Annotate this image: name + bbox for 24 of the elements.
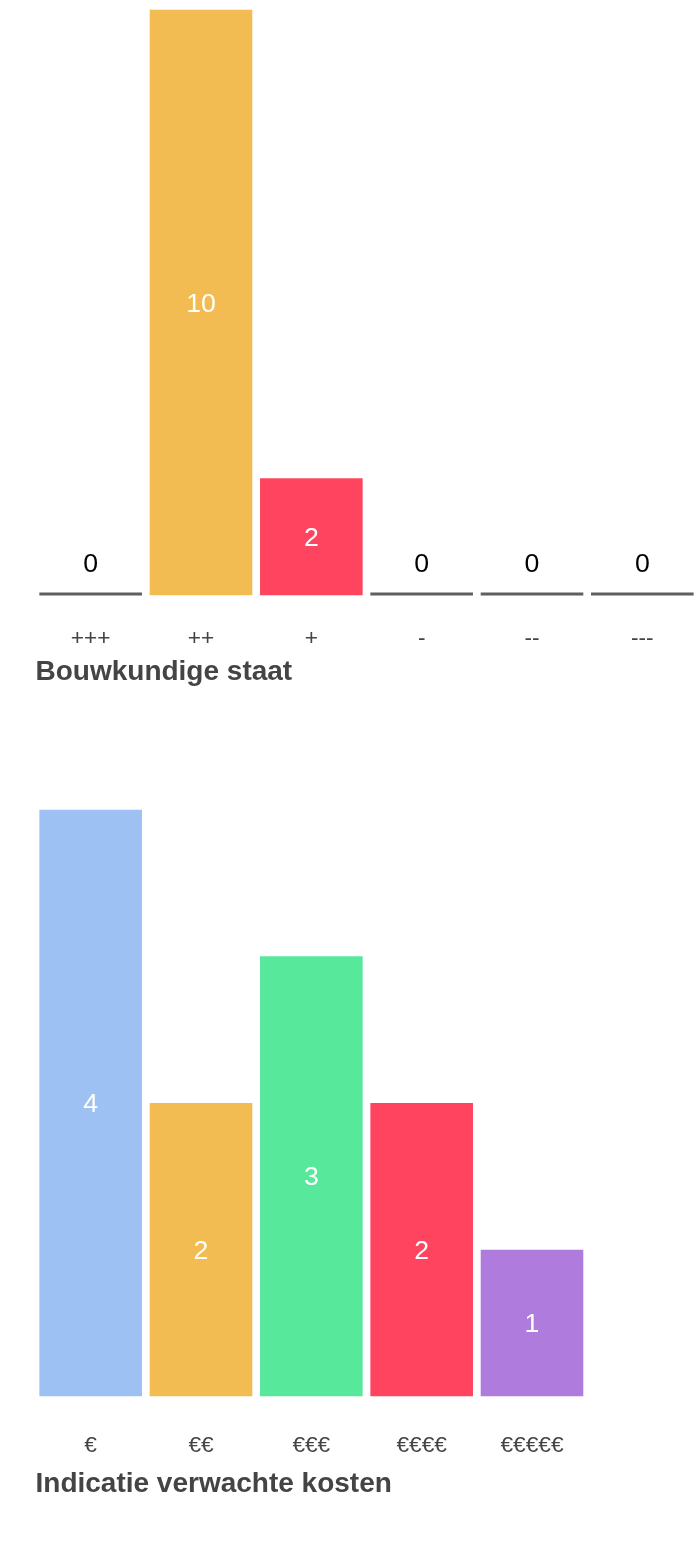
data-label: 0	[634, 548, 650, 579]
x-tick-label: €€€	[292, 1430, 331, 1457]
text: Indicatie verwachte kosten	[35, 1466, 392, 1498]
x-tick-label: -	[417, 623, 426, 650]
x-tick-label: €€	[188, 1430, 214, 1457]
x-tick-label: +++	[70, 623, 111, 650]
x-tick-label: €€€€	[396, 1430, 448, 1457]
text: Bouwkundige staat	[35, 654, 293, 686]
data-label: 0	[83, 548, 99, 579]
data-label: 0	[524, 548, 540, 579]
x-tick-label: €	[84, 1430, 98, 1457]
data-label: 4	[83, 1088, 99, 1118]
data-label: 2	[414, 1234, 430, 1265]
data-label: 10	[186, 287, 216, 318]
x-tick-label: ++	[187, 623, 215, 650]
x-tick-label: --	[524, 623, 540, 650]
data-label: 3	[303, 1161, 319, 1192]
data-label: 2	[303, 521, 319, 552]
data-label: 0	[414, 548, 430, 579]
x-tick-label: +	[304, 623, 318, 650]
x-tick-label: ---	[631, 623, 654, 650]
data-label: 1	[524, 1308, 540, 1339]
x-tick-label: €€€€€	[500, 1430, 564, 1457]
data-label: 2	[193, 1234, 209, 1265]
